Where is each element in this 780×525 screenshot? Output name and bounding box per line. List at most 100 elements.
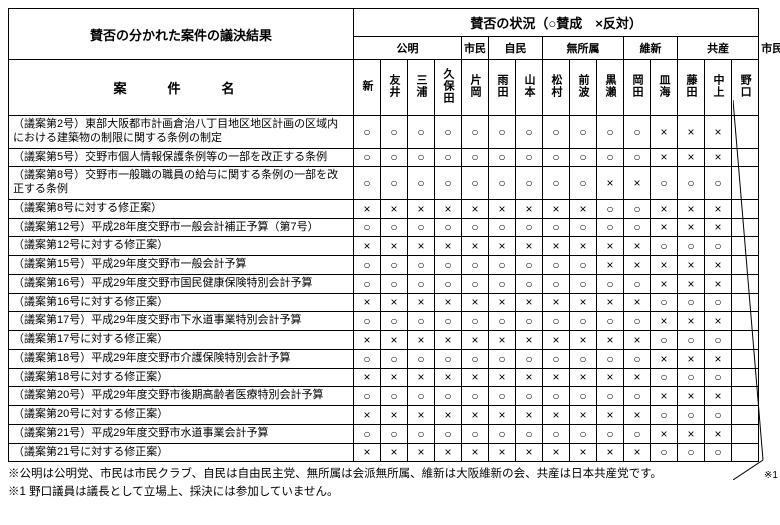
vote-cell: × — [354, 199, 381, 218]
vote-cell: ○ — [570, 349, 597, 368]
vote-cell: × — [651, 274, 678, 293]
case-header: 案 件 名 — [9, 60, 354, 116]
vote-cell: ○ — [462, 116, 489, 149]
vote-cell: ○ — [678, 293, 705, 312]
member-name: 友井 — [381, 60, 408, 116]
vote-cell: ○ — [489, 167, 516, 200]
footnotes: ※公明は公明党、市民は市民クラブ、自民は自由民主党、無所属は会派無所属、維新は大… — [8, 466, 758, 501]
vote-cell: ○ — [489, 116, 516, 149]
vote-cell: × — [624, 406, 651, 425]
vote-cell: × — [354, 237, 381, 256]
vote-cell: × — [543, 199, 570, 218]
vote-cell: × — [570, 293, 597, 312]
vote-cell: × — [516, 443, 543, 462]
vote-cell: ○ — [651, 443, 678, 462]
vote-cell: ○ — [516, 116, 543, 149]
vote-cell: ○ — [624, 424, 651, 443]
vote-cell: × — [435, 199, 462, 218]
vote-cell: × — [489, 331, 516, 350]
vote-cell: ○ — [381, 116, 408, 149]
vote-cell — [732, 424, 759, 443]
vote-cell: ○ — [570, 312, 597, 331]
table-row: （議案第21号に対する修正案）×××××××××××○○○ — [9, 443, 759, 462]
vote-cell: × — [597, 406, 624, 425]
vote-cell: × — [381, 368, 408, 387]
vote-cell: × — [651, 148, 678, 167]
vote-cell: × — [705, 199, 732, 218]
vote-cell: × — [624, 331, 651, 350]
vote-cell: ○ — [516, 256, 543, 275]
member-name: 黒瀨 — [597, 60, 624, 116]
vote-cell: ○ — [678, 368, 705, 387]
vote-cell: ○ — [435, 349, 462, 368]
vote-cell: × — [381, 443, 408, 462]
vote-cell: ○ — [462, 256, 489, 275]
vote-cell: ○ — [651, 167, 678, 200]
table-row: （議案第2号）東部大阪都市計画倉治八丁目地区地区計画の区域内における建築物の制限… — [9, 116, 759, 149]
vote-cell — [732, 274, 759, 293]
vote-cell: × — [543, 293, 570, 312]
vote-cell: ○ — [489, 148, 516, 167]
vote-cell: ○ — [354, 218, 381, 237]
vote-cell: × — [435, 406, 462, 425]
vote-cell — [732, 293, 759, 312]
vote-cell: × — [705, 274, 732, 293]
vote-cell: ○ — [462, 167, 489, 200]
vote-cell: × — [408, 368, 435, 387]
vote-cell: ○ — [570, 387, 597, 406]
vote-cell: ○ — [381, 349, 408, 368]
case-name: （議案第16号に対する修正案） — [9, 293, 354, 312]
vote-cell: × — [651, 116, 678, 149]
vote-cell: ○ — [570, 218, 597, 237]
vote-cell: ○ — [462, 148, 489, 167]
vote-cell: ○ — [651, 406, 678, 425]
voting-results-table: 賛否の分かれた案件の議決結果 賛否の状況（○賛成 ×反対） 公明市民自民無所属維… — [8, 8, 759, 462]
vote-cell: ○ — [705, 443, 732, 462]
vote-cell: × — [705, 312, 732, 331]
vote-cell: ○ — [381, 387, 408, 406]
table-row: （議案第20号）平成29年度交野市後期高齢者医療特別会計予算○○○○○○○○○○… — [9, 387, 759, 406]
vote-cell: ○ — [624, 312, 651, 331]
vote-cell: ○ — [462, 349, 489, 368]
vote-cell: ○ — [516, 349, 543, 368]
vote-cell: ○ — [651, 368, 678, 387]
vote-cell: ○ — [597, 199, 624, 218]
table-row: （議案第16号）平成29年度交野市国民健康保険特別会計予算○○○○○○○○○○○… — [9, 274, 759, 293]
vote-cell: ○ — [597, 387, 624, 406]
vote-cell: × — [570, 443, 597, 462]
vote-cell: ○ — [705, 406, 732, 425]
vote-cell: ○ — [543, 312, 570, 331]
vote-cell: ○ — [516, 148, 543, 167]
vote-cell: ○ — [624, 218, 651, 237]
case-name: （議案第8号に対する修正案） — [9, 199, 354, 218]
vote-cell: ○ — [435, 167, 462, 200]
vote-cell: ○ — [651, 293, 678, 312]
table-row: （議案第21号）平成29年度交野市水道事業会計予算○○○○○○○○○○○××× — [9, 424, 759, 443]
member-name: 前波 — [570, 60, 597, 116]
vote-cell: × — [705, 424, 732, 443]
vote-cell: × — [597, 293, 624, 312]
vote-cell: ○ — [597, 218, 624, 237]
vote-cell: ○ — [489, 424, 516, 443]
vote-cell: ○ — [624, 199, 651, 218]
case-name: （議案第8号）交野市一般職の職員の給与に関する条例の一部を改正する条例 — [9, 167, 354, 200]
vote-cell: × — [678, 312, 705, 331]
vote-cell: × — [408, 331, 435, 350]
case-name: （議案第21号に対する修正案） — [9, 443, 354, 462]
table-row: （議案第12号）平成28年度交野市一般会計補正予算（第7号）○○○○○○○○○○… — [9, 218, 759, 237]
vote-cell: ○ — [408, 167, 435, 200]
vote-cell: × — [435, 293, 462, 312]
vote-cell: ○ — [435, 312, 462, 331]
vote-cell: × — [651, 312, 678, 331]
party-header: 公明 — [354, 37, 462, 60]
vote-cell: ○ — [354, 167, 381, 200]
status-header: 賛否の状況（○賛成 ×反対） — [354, 9, 759, 37]
vote-cell: × — [516, 331, 543, 350]
party-header: 維新 — [624, 37, 678, 60]
vote-cell: × — [705, 349, 732, 368]
vote-cell: × — [651, 387, 678, 406]
party-header: 共産 — [678, 37, 759, 60]
member-name: 久保田 — [435, 60, 462, 116]
party-header: 無所属 — [543, 37, 624, 60]
vote-cell: ○ — [516, 274, 543, 293]
